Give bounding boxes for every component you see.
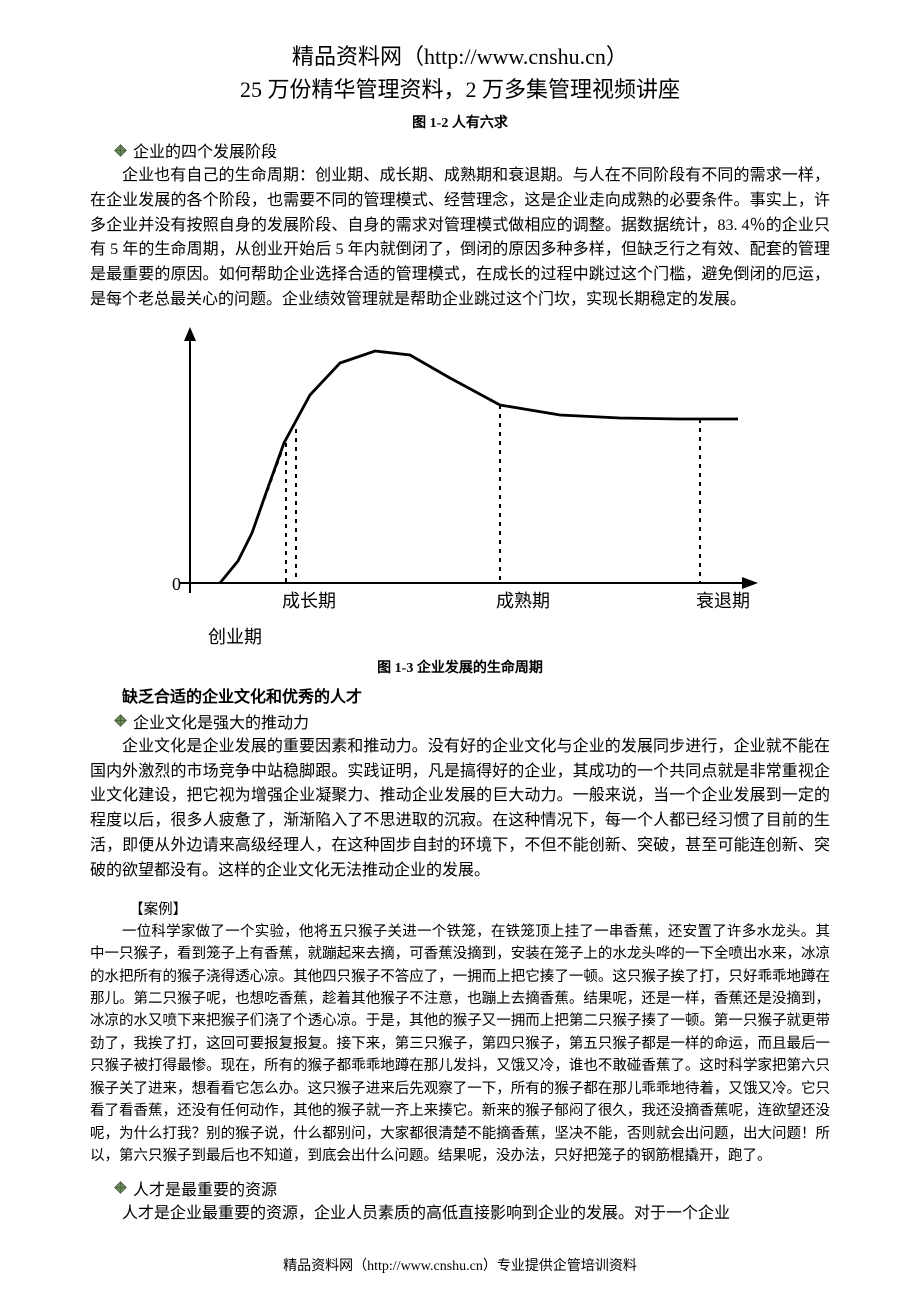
lifecycle-chart: 0 成长期 成熟期 衰退期创业期 xyxy=(90,323,830,653)
paragraph-talent: 人才是企业最重要的资源，企业人员素质的高低直接影响到企业的发展。对于一个企业 xyxy=(90,1202,830,1227)
header-line-1: 精品资料网（http://www.cnshu.cn） xyxy=(90,40,830,73)
figure-1-3-caption: 图 1-3 企业发展的生命周期 xyxy=(90,657,830,677)
diamond-icon xyxy=(114,144,127,157)
diamond-icon xyxy=(114,1181,127,1194)
header-line-2: 25 万份精华管理资料，2 万多集管理视频讲座 xyxy=(90,73,830,106)
bullet-talent-text: 人才是最重要的资源 xyxy=(133,1176,277,1200)
case-body: 一位科学家做了一个实验，他将五只猴子关进一个铁笼，在铁笼顶上挂了一串香蕉，还安置… xyxy=(90,921,830,1168)
bullet-stages-text: 企业的四个发展阶段 xyxy=(133,138,277,162)
section-culture-talent: 缺乏合适的企业文化和优秀的人才 xyxy=(90,683,830,707)
bullet-culture: 企业文化是强大的推动力 xyxy=(90,709,830,733)
bullet-stages: 企业的四个发展阶段 xyxy=(90,138,830,162)
bullet-culture-text: 企业文化是强大的推动力 xyxy=(133,709,309,733)
diamond-icon xyxy=(114,714,127,727)
page-footer: 精品资料网（http://www.cnshu.cn）专业提供企管培训资料 xyxy=(90,1255,830,1275)
svg-text:成长期: 成长期 xyxy=(282,591,336,611)
document-page: 精品资料网（http://www.cnshu.cn） 25 万份精华管理资料，2… xyxy=(0,0,920,1315)
figure-1-2-caption: 图 1-2 人有六求 xyxy=(90,112,830,132)
paragraph-stages: 企业也有自己的生命周期：创业期、成长期、成熟期和衰退期。与人在不同阶段有不同的需… xyxy=(90,164,830,313)
svg-text:创业期: 创业期 xyxy=(208,627,262,647)
svg-text:成熟期: 成熟期 xyxy=(496,591,550,611)
case-label: 【案例】 xyxy=(90,898,830,919)
svg-text:0: 0 xyxy=(172,574,181,594)
bullet-talent: 人才是最重要的资源 xyxy=(90,1176,830,1200)
svg-text:衰退期: 衰退期 xyxy=(696,591,750,611)
page-header: 精品资料网（http://www.cnshu.cn） 25 万份精华管理资料，2… xyxy=(90,40,830,106)
paragraph-culture: 企业文化是企业发展的重要因素和推动力。没有好的企业文化与企业的发展同步进行，企业… xyxy=(90,735,830,884)
